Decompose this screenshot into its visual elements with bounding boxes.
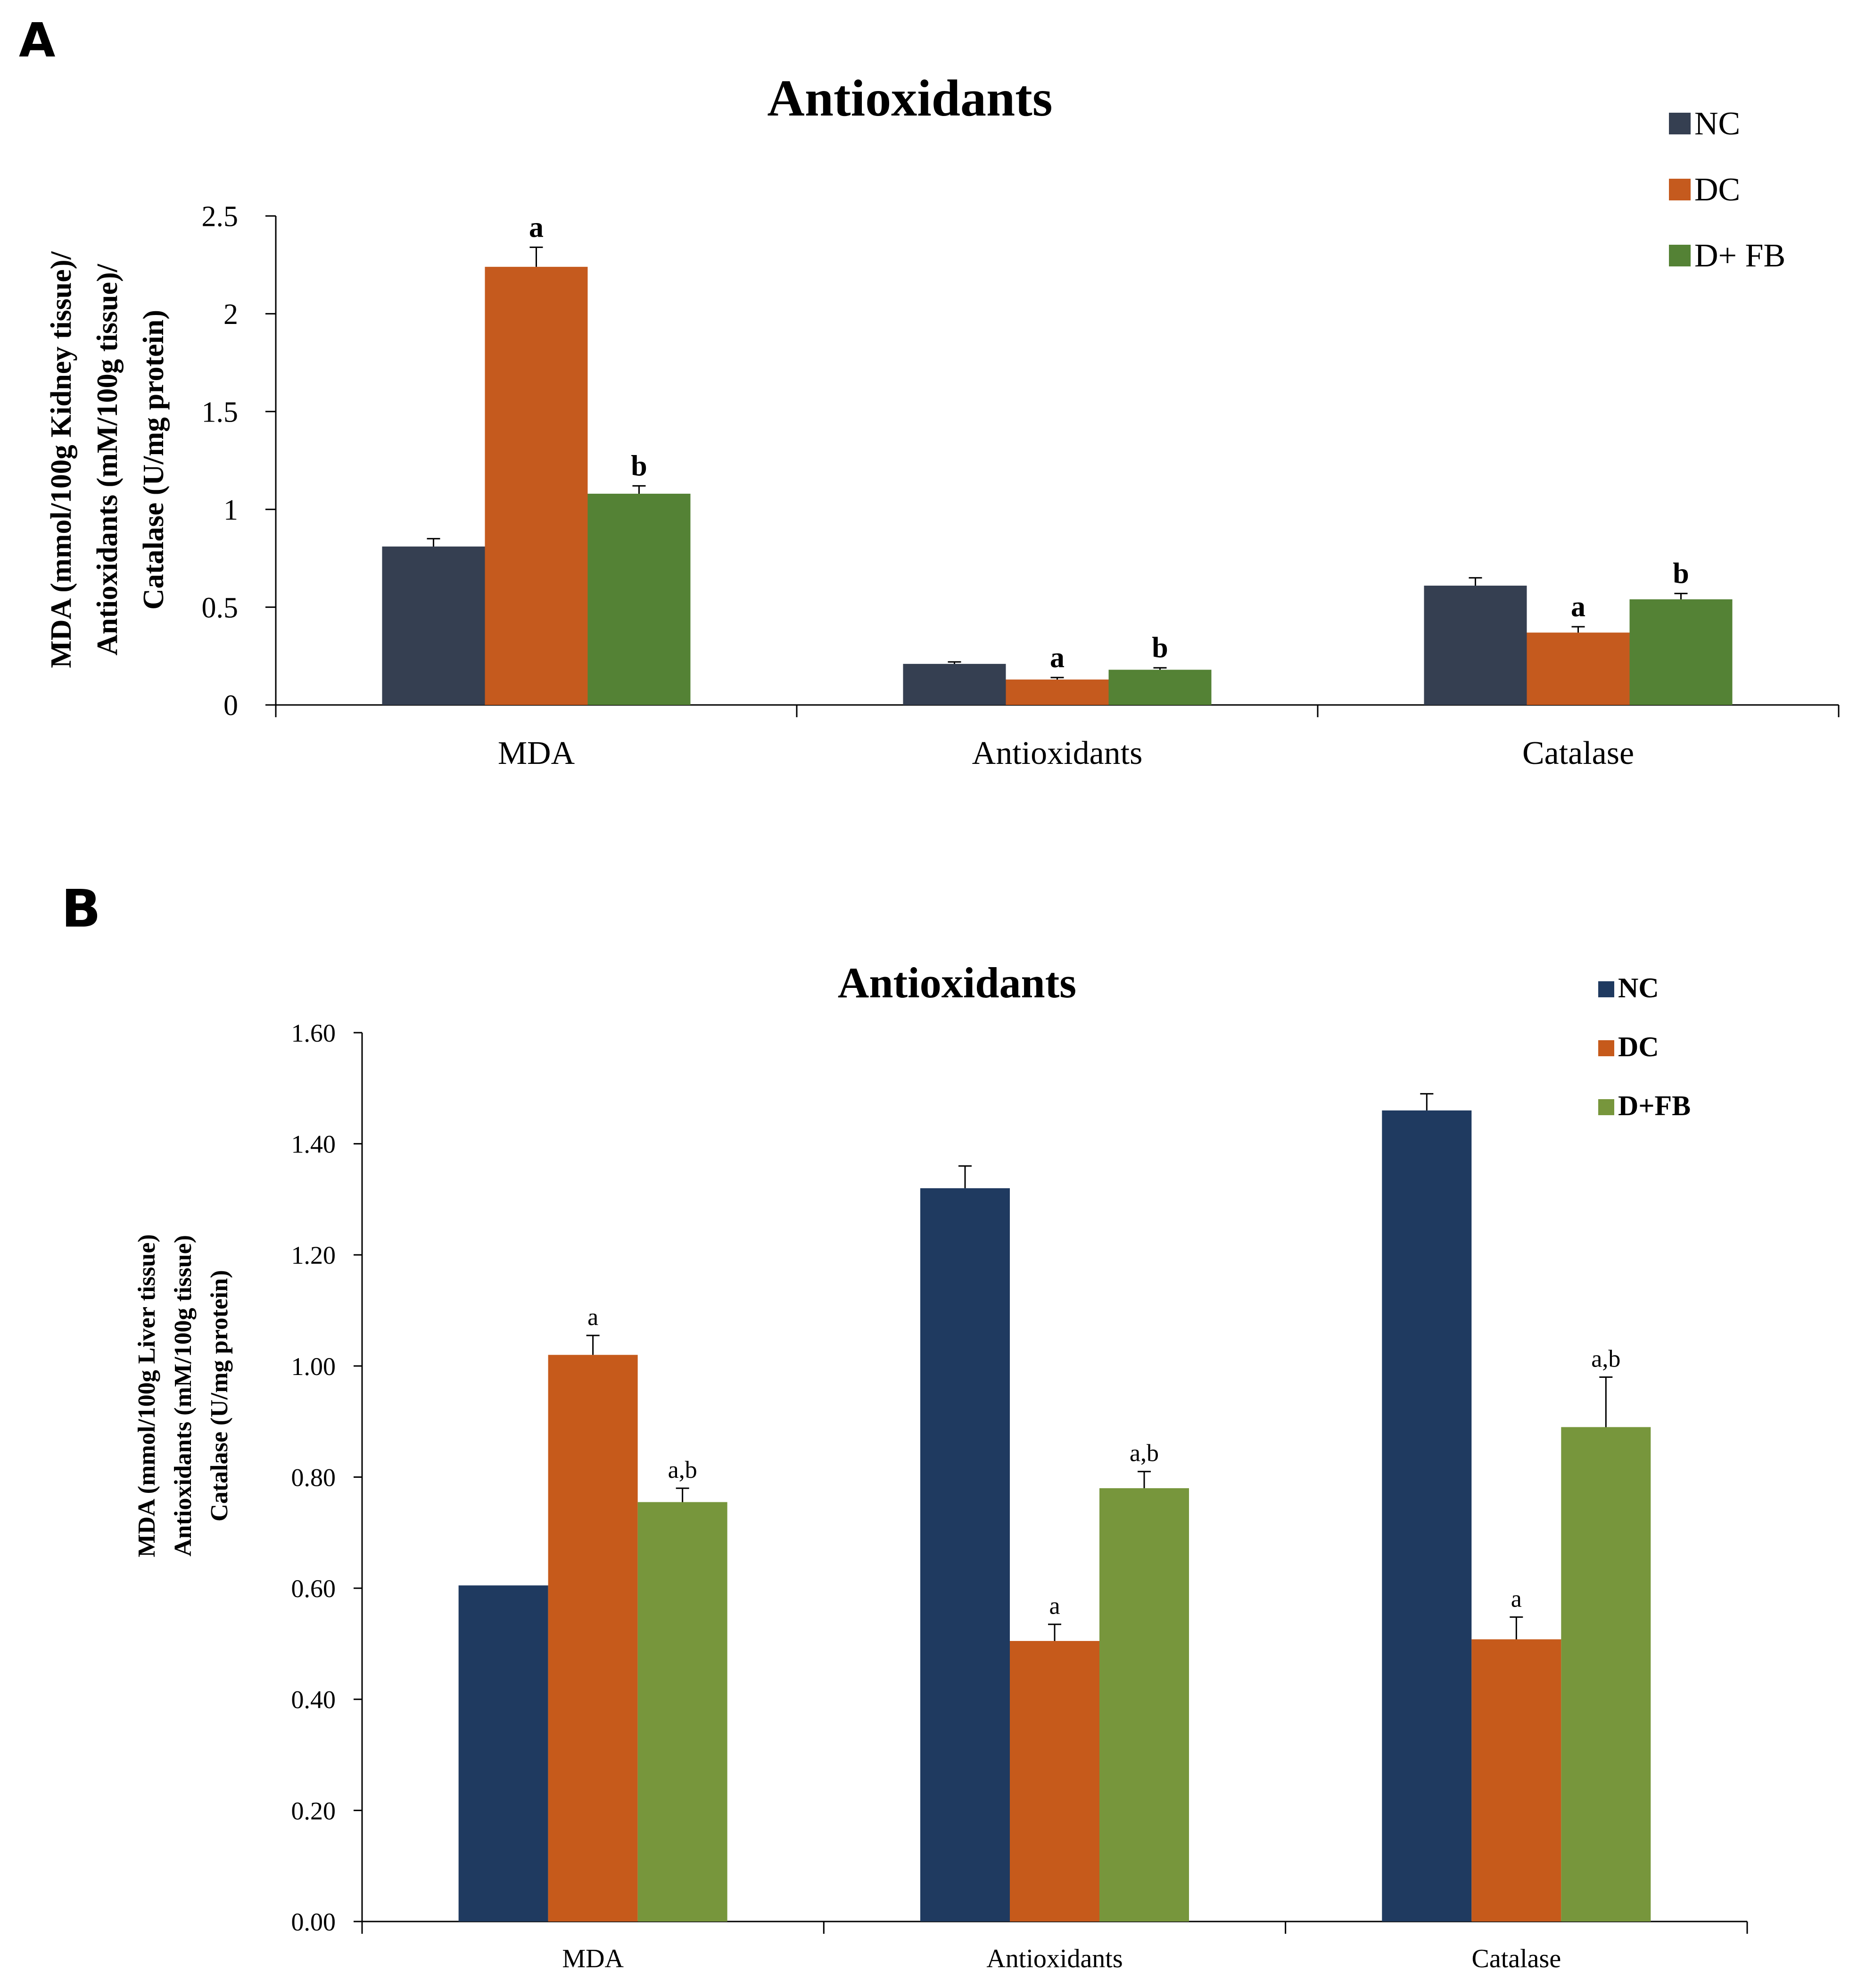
legend-label: D+FB	[1618, 1090, 1691, 1121]
significance-label: b	[1673, 558, 1689, 590]
x-category-label: MDA	[562, 1944, 624, 1973]
bar	[1561, 1427, 1651, 1922]
y-tick-label: 2	[223, 298, 238, 331]
y-tick-label: 1.20	[291, 1241, 336, 1269]
y-tick-label: 0.20	[291, 1797, 336, 1825]
panel-b-bars: a a a a,b a,b a,b	[458, 1093, 1651, 1922]
y-axis-label-line: Antioxidants (mM/100g tissue)/	[91, 264, 124, 655]
bar	[920, 1188, 1010, 1922]
bar	[1471, 1639, 1561, 1922]
significance-label: a,b	[668, 1457, 697, 1483]
y-tick-label: 1	[223, 494, 238, 526]
y-tick-label: 0.5	[202, 592, 239, 624]
significance-label: b	[631, 450, 647, 482]
bar	[1629, 599, 1733, 705]
y-axis-label-line: Antioxidants (mM/100g tissue)	[170, 1235, 197, 1557]
significance-label: a	[1571, 591, 1585, 623]
panel-a-title: Antioxidants	[767, 69, 1052, 127]
panel-b-y-axis: 0.00 0.20 0.40 0.60 0.80 1.00 1.20 1.40 1.60	[291, 1019, 363, 1936]
significance-label: a	[529, 211, 544, 243]
bar	[1424, 585, 1527, 705]
x-category-label: Catalase	[1522, 735, 1634, 771]
y-tick-label: 0.80	[291, 1463, 336, 1491]
x-category-label: Antioxidants	[972, 735, 1143, 771]
x-category-label: Antioxidants	[986, 1944, 1123, 1973]
bar	[1108, 670, 1212, 705]
bar	[1527, 632, 1630, 705]
legend-swatch	[1598, 981, 1614, 997]
panel-b-title: Antioxidants	[838, 959, 1076, 1007]
y-tick-label: 0.60	[291, 1574, 336, 1603]
bar	[903, 663, 1006, 705]
bar	[587, 494, 691, 705]
panel-a-x-axis: MDA Antioxidants Catalase	[275, 704, 1840, 771]
legend-swatch	[1669, 113, 1691, 134]
significance-label: a	[1049, 1593, 1060, 1620]
bar	[637, 1502, 727, 1922]
panel-b-legend: NC DC D+FB	[1598, 972, 1691, 1121]
significance-label: a	[1050, 642, 1065, 674]
legend-label: D+ FB	[1694, 238, 1785, 274]
bar	[458, 1585, 548, 1922]
significance-label: a	[587, 1304, 598, 1331]
panel-a-legend: NC DC D+ FB	[1669, 106, 1785, 274]
panel-a-y-axis: 0 0.5 1 1.5 2 2.5	[202, 201, 277, 722]
y-axis-label-line: MDA (mmol/100g Kidney tissue)/	[45, 251, 77, 668]
x-category-label: MDA	[498, 735, 575, 771]
significance-label: b	[1152, 632, 1168, 664]
y-tick-label: 1.00	[291, 1352, 336, 1381]
significance-label: a,b	[1591, 1345, 1620, 1372]
y-tick-label: 0.00	[291, 1908, 336, 1936]
panel-a-bars: a a a b b b	[382, 211, 1733, 705]
panel-b-y-axis-label: MDA (mmol/100g Liver tissue) Antioxidants…	[133, 1234, 233, 1557]
y-axis-label-line: MDA (mmol/100g Liver tissue)	[133, 1234, 160, 1557]
panel-b-letter: B	[61, 878, 101, 939]
y-tick-label: 0	[223, 690, 238, 722]
bar	[485, 266, 588, 705]
legend-label: NC	[1694, 106, 1740, 142]
legend-label: NC	[1618, 972, 1659, 1003]
panel-a-letter: A	[19, 13, 55, 68]
bar	[548, 1355, 638, 1922]
significance-label: a,b	[1130, 1440, 1159, 1467]
y-tick-label: 1.40	[291, 1130, 336, 1159]
legend-swatch	[1669, 179, 1691, 200]
bar	[1006, 679, 1109, 705]
y-axis-label-line: Catalase (U/mg protein)	[138, 310, 170, 610]
significance-label: a	[1511, 1585, 1522, 1612]
bar	[382, 547, 485, 705]
y-tick-label: 1.5	[202, 397, 239, 429]
legend-label: DC	[1618, 1031, 1659, 1062]
panel-b-x-axis: MDA Antioxidants Catalase	[361, 1921, 1748, 1973]
legend-swatch	[1598, 1099, 1614, 1115]
legend-swatch	[1669, 245, 1691, 266]
y-tick-label: 0.40	[291, 1686, 336, 1714]
legend-swatch	[1598, 1040, 1614, 1056]
x-category-label: Catalase	[1471, 1944, 1561, 1973]
legend-label: DC	[1694, 172, 1740, 208]
panel-a-y-axis-label: MDA (mmol/100g Kidney tissue)/ Antioxidan…	[45, 251, 170, 668]
bar	[1382, 1110, 1472, 1922]
panel-b: B Antioxidants MDA (mmol/100g Liver tiss…	[61, 878, 1748, 1973]
y-tick-label: 2.5	[202, 201, 239, 233]
bar	[1010, 1641, 1099, 1922]
y-axis-label-line: Catalase (U/mg protein)	[206, 1270, 233, 1521]
bar	[1099, 1488, 1189, 1922]
y-tick-label: 1.60	[291, 1019, 336, 1047]
panel-a: A Antioxidants MDA (mmol/100g Kidney tis…	[19, 13, 1840, 771]
